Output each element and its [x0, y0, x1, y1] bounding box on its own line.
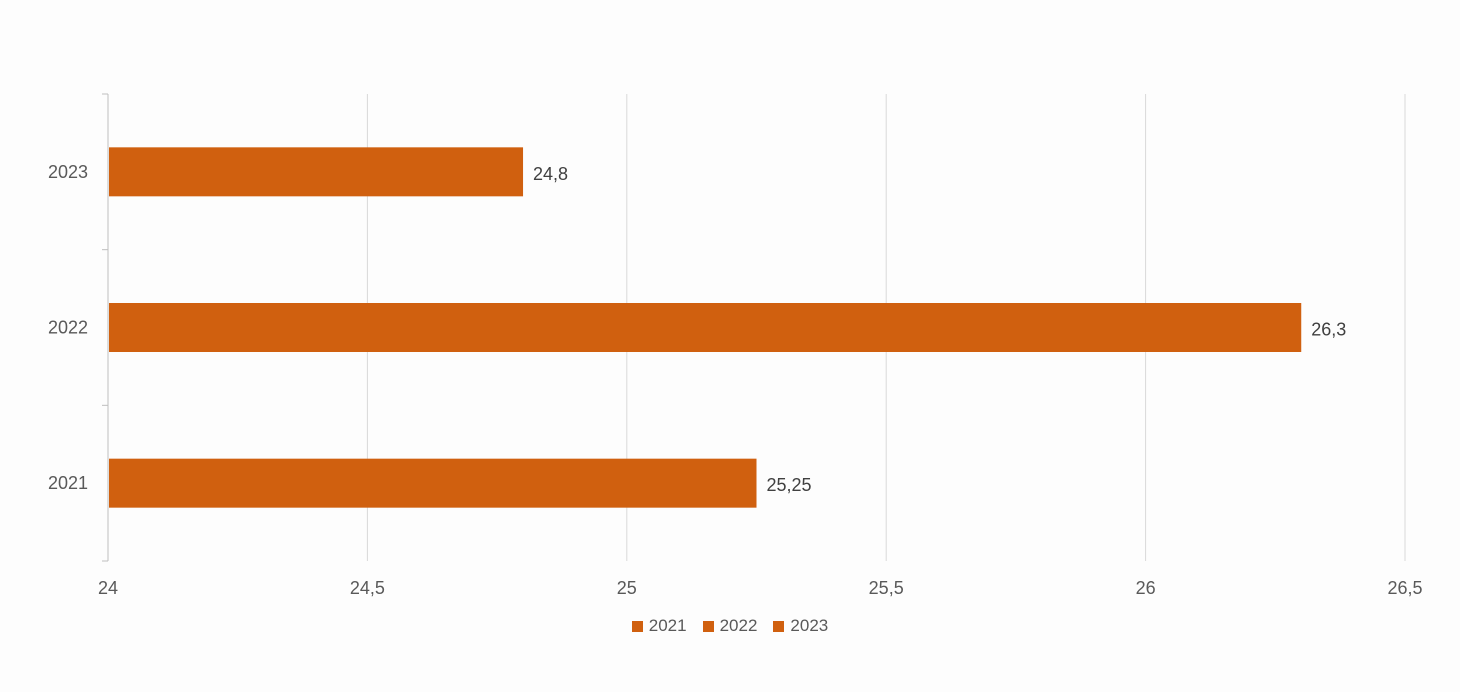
- legend-item-2023: 2023: [773, 616, 828, 636]
- legend-label-2023: 2023: [790, 616, 829, 635]
- x-tick-label: 26: [1136, 578, 1156, 598]
- legend: 2021 2022 2023: [0, 616, 1460, 636]
- legend-swatch-2022: [702, 620, 714, 632]
- category-label-2023: 2023: [48, 162, 88, 182]
- data-label-2023: 24,8: [533, 164, 568, 184]
- data-label-2021: 25,25: [767, 475, 812, 495]
- bar-2021: [109, 458, 757, 508]
- x-tick-label: 25: [617, 578, 637, 598]
- bar-2023: [109, 147, 524, 197]
- x-tick-label: 24,5: [350, 578, 385, 598]
- legend-swatch-2023: [773, 620, 785, 632]
- category-label-2021: 2021: [48, 473, 88, 493]
- legend-item-2022: 2022: [702, 616, 758, 636]
- legend-label-2022: 2022: [719, 616, 758, 635]
- x-tick-label: 26,5: [1387, 578, 1422, 598]
- legend-swatch-2021: [631, 620, 643, 632]
- bar-2022: [109, 303, 1302, 352]
- legend-item-2021: 2021: [631, 616, 687, 636]
- category-label-2022: 2022: [48, 318, 88, 338]
- data-label-2022: 26,3: [1311, 320, 1346, 340]
- x-tick-label: 25,5: [869, 578, 904, 598]
- legend-label-2021: 2021: [648, 616, 687, 635]
- x-tick-label: 24: [98, 578, 118, 598]
